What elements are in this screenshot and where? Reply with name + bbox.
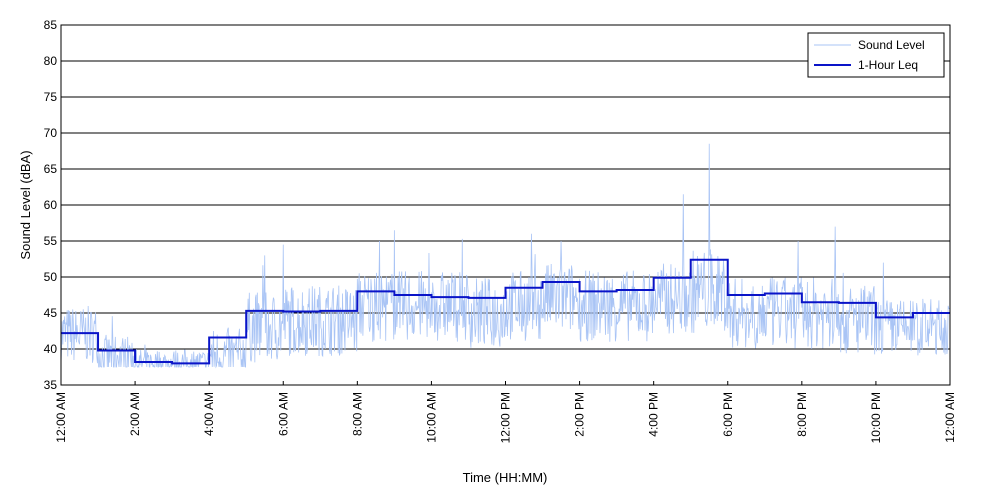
leq-series xyxy=(61,258,950,365)
x-axis-ticks: 12:00 AM 2:00 AM 4:00 AM 6:00 AM 8:00 AM 10:0… xyxy=(54,381,957,443)
x-tick-label: 4:00 PM xyxy=(647,392,661,437)
y-tick-label: 45 xyxy=(44,306,58,320)
leq-step-line xyxy=(61,258,950,365)
y-tick-label: 85 xyxy=(44,18,58,32)
x-tick-label: 4:00 AM xyxy=(202,392,216,436)
x-tick-label: 8:00 PM xyxy=(795,392,809,437)
x-tick-label: 12:00 AM xyxy=(943,392,957,443)
x-tick-label: 10:00 AM xyxy=(424,392,438,443)
x-axis-label: Time (HH:MM) xyxy=(463,470,548,485)
x-tick-label: 2:00 AM xyxy=(128,392,142,436)
legend: Sound Level 1-Hour Leq xyxy=(807,32,945,78)
legend-label-leq: 1-Hour Leq xyxy=(858,58,918,72)
x-tick-label: 8:00 AM xyxy=(350,392,364,436)
y-axis-ticks: 35 40 45 50 55 60 65 70 75 80 85 xyxy=(44,18,65,392)
x-tick-label: 12:00 PM xyxy=(499,392,513,443)
x-tick-label: 2:00 PM xyxy=(573,392,587,437)
y-tick-label: 35 xyxy=(44,378,58,392)
x-tick-label: 6:00 PM xyxy=(721,392,735,437)
y-tick-label: 40 xyxy=(44,342,58,356)
y-axis-label: Sound Level (dBA) xyxy=(18,150,33,259)
y-tick-label: 50 xyxy=(44,270,58,284)
y-tick-label: 70 xyxy=(44,126,58,140)
y-tick-label: 60 xyxy=(44,198,58,212)
x-tick-label: 10:00 PM xyxy=(869,392,883,443)
y-tick-label: 65 xyxy=(44,162,58,176)
y-tick-label: 80 xyxy=(44,54,58,68)
x-tick-label: 6:00 AM xyxy=(276,392,290,436)
x-tick-label: 12:00 AM xyxy=(54,392,68,443)
y-tick-label: 55 xyxy=(44,234,58,248)
legend-box xyxy=(807,32,945,78)
legend-label-sound-level: Sound Level xyxy=(858,38,925,52)
y-tick-label: 75 xyxy=(44,90,58,104)
